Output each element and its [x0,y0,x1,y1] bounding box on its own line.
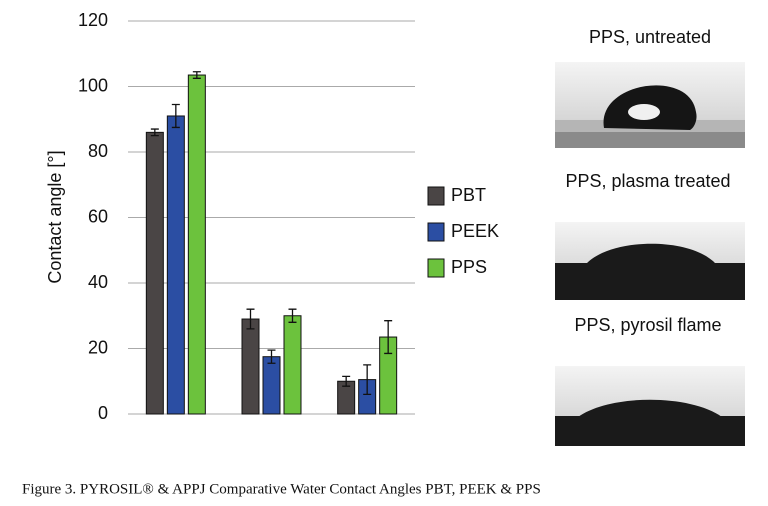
legend-label: PEEK [451,221,499,241]
y-tick-label: 60 [88,206,108,226]
bar [262,356,281,415]
bar [187,74,206,415]
legend-label: PBT [451,185,486,205]
y-tick-label: 120 [78,10,108,30]
photo-title: PPS, pyrosil flame [574,315,721,335]
error-bar [342,375,351,387]
bar [241,318,260,415]
error-bar [192,71,201,79]
legend-swatch [427,186,445,206]
caption: Figure 3. PYROSIL® & APPJ Comparative Wa… [22,481,541,497]
y-tick-label: 100 [78,75,108,95]
error-bar [363,364,372,395]
error-bar [384,320,393,355]
photo [555,366,745,446]
y-tick-label: 80 [88,141,108,161]
photo-title: PPS, plasma treated [565,171,730,191]
bar [145,131,164,415]
photo-title: PPS, untreated [589,27,711,47]
y-tick-label: 20 [88,337,108,357]
legend-label: PPS [451,257,487,277]
error-bar [288,308,297,323]
bar [283,315,302,415]
legend-swatch [427,258,445,278]
error-bar [267,349,276,364]
y-tick-label: 40 [88,272,108,292]
legend-swatch [427,222,445,242]
y-tick-label: 0 [98,403,108,423]
error-bar [246,308,255,330]
photo [555,222,745,300]
y-axis-label: Contact angle [°] [45,150,65,283]
error-bar [150,128,159,137]
error-bar [171,103,180,129]
bar [166,115,185,415]
photo [555,62,745,148]
